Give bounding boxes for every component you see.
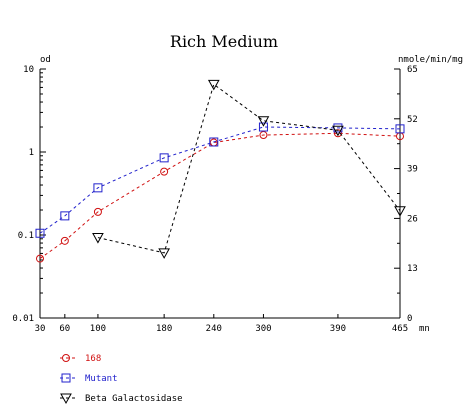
legend-marker — [60, 393, 72, 405]
x-tick-label: 465 — [392, 324, 408, 334]
data-point — [60, 236, 69, 245]
legend-marker — [61, 373, 71, 383]
legend-label: 168 — [85, 354, 101, 364]
data-point — [92, 233, 104, 244]
x-tick-label: 30 — [35, 324, 46, 334]
series-line — [39, 132, 401, 259]
y-right-label: nmole/min/mg — [398, 55, 463, 65]
x-tick-label: 60 — [59, 324, 70, 334]
y-left-tick-label: 1 — [29, 148, 34, 158]
legend-marker — [62, 354, 70, 362]
x-tick-label: 390 — [330, 324, 346, 334]
axes: 30 60 100 180 240 300 390 4650.010.111001326395… — [12, 65, 418, 334]
data-point — [36, 254, 44, 263]
y-left-label: od — [40, 55, 51, 65]
legend-label: Beta Galactosidase — [85, 394, 183, 404]
data-point — [332, 125, 344, 137]
data-point — [259, 131, 268, 140]
data-point — [209, 137, 219, 147]
data-point — [257, 116, 270, 127]
data-point — [394, 206, 406, 217]
data-point — [35, 228, 45, 238]
y-right-tick-label: 39 — [407, 165, 418, 175]
data-point — [158, 248, 170, 259]
x-unit-label: mn — [419, 324, 430, 334]
y-right-tick-label: 26 — [407, 214, 418, 224]
series-line — [39, 126, 401, 234]
x-tick-label: 180 — [156, 324, 172, 334]
data-point — [93, 183, 103, 193]
y-right-tick-label: 52 — [407, 115, 418, 125]
data-point — [60, 211, 70, 221]
legend: 168 Mutant Beta Galactosidase — [60, 354, 183, 405]
y-right-tick-label: 13 — [407, 264, 418, 274]
y-left-tick-label: 0.01 — [12, 314, 34, 324]
data-point — [93, 207, 102, 216]
data-point — [160, 167, 169, 176]
y-right-tick-label: 0 — [407, 314, 412, 324]
legend-label: Mutant — [85, 374, 118, 384]
data-point — [258, 122, 268, 132]
series-line — [97, 83, 401, 254]
data-point — [395, 124, 405, 134]
y-left-tick-label: 10 — [23, 65, 34, 75]
x-tick-label: 100 — [90, 324, 106, 334]
x-tick-label: 300 — [255, 324, 271, 334]
y-left-tick-label: 0.1 — [18, 231, 34, 241]
series-layer — [35, 79, 406, 263]
y-right-tick-label: 65 — [407, 65, 418, 75]
data-point — [207, 79, 220, 91]
data-point — [159, 153, 169, 163]
x-tick-label: 240 — [206, 324, 222, 334]
chart-title: Rich Medium — [170, 32, 278, 51]
